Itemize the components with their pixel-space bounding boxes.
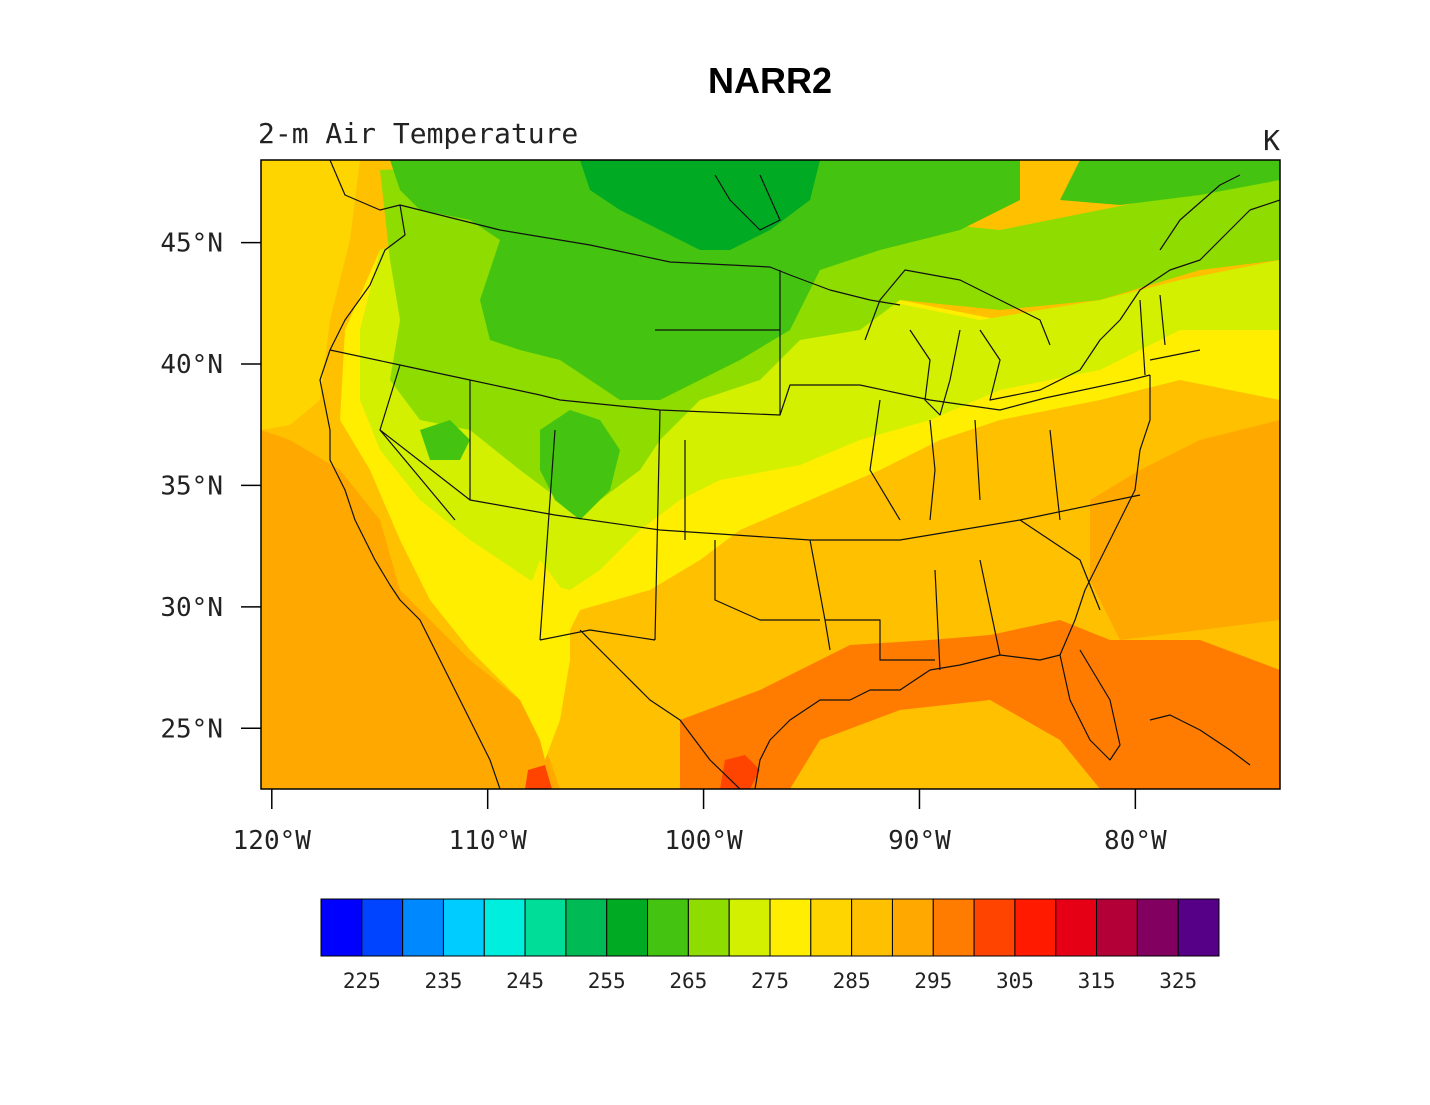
colorbar-swatch (565, 898, 608, 957)
colorbar-swatch (687, 898, 730, 957)
colorbar-swatch (647, 898, 689, 957)
colorbar-swatch (1055, 898, 1098, 957)
colorbar-label: 265 (669, 969, 707, 993)
colorbar-swatch (932, 898, 975, 957)
temperature-field (261, 160, 1280, 789)
colorbar-label: 225 (343, 969, 381, 993)
colorbar-labels: 225 235 245 255 265 275 285 295 305 315 325 (343, 969, 1197, 993)
colorbar-label: 235 (424, 969, 462, 993)
colorbar-label: 325 (1159, 969, 1197, 993)
boundary-lines (319, 160, 1280, 789)
lat-tick-label: 45°N (160, 229, 223, 259)
lon-tick-label: 110°W (449, 826, 528, 856)
lat-tick-label: 35°N (160, 471, 223, 501)
colorbar-label: 245 (506, 969, 544, 993)
colorbar-swatch (1096, 898, 1138, 957)
colorbar-swatch (524, 898, 567, 957)
lon-tick-label: 90°W (888, 826, 951, 856)
units-label: K (1263, 124, 1280, 157)
colorbar-swatch (1136, 898, 1179, 957)
colorbar-label: 305 (996, 969, 1034, 993)
longitude-axis: 120°W 110°W 100°W 90°W 80°W (233, 789, 1167, 856)
map-frame (260, 159, 1281, 790)
colorbar-swatch (442, 898, 485, 957)
colorbar-swatch (1014, 898, 1057, 957)
colorbar-swatch (728, 898, 771, 957)
lat-tick-label: 25°N (160, 714, 223, 744)
colorbar (320, 898, 1220, 957)
colorbar-swatch (606, 898, 649, 957)
colorbar-label: 285 (833, 969, 871, 993)
lon-tick-label: 120°W (233, 826, 312, 856)
variable-label: 2-m Air Temperature (258, 117, 578, 150)
colorbar-swatch (891, 898, 934, 957)
colorbar-swatch (402, 898, 444, 957)
colorbar-swatch (361, 898, 404, 957)
map-title: NARR2 (708, 60, 832, 101)
colorbar-label: 295 (914, 969, 952, 993)
colorbar-label: 255 (588, 969, 626, 993)
colorbar-swatch (320, 898, 363, 957)
lat-tick-label: 30°N (160, 593, 223, 623)
colorbar-swatch (973, 898, 1016, 957)
colorbar-swatch (1177, 898, 1220, 957)
latitude-axis: 45°N 40°N 35°N 30°N 25°N (160, 229, 261, 744)
colorbar-swatch (769, 898, 812, 957)
lat-tick-label: 40°N (160, 350, 223, 380)
colorbar-label: 275 (751, 969, 789, 993)
colorbar-label: 315 (1078, 969, 1116, 993)
lon-tick-label: 80°W (1104, 826, 1167, 856)
colorbar-swatch (483, 898, 526, 957)
colorbar-swatch (851, 898, 893, 957)
lon-tick-label: 100°W (664, 826, 743, 856)
colorbar-swatch (810, 898, 853, 957)
